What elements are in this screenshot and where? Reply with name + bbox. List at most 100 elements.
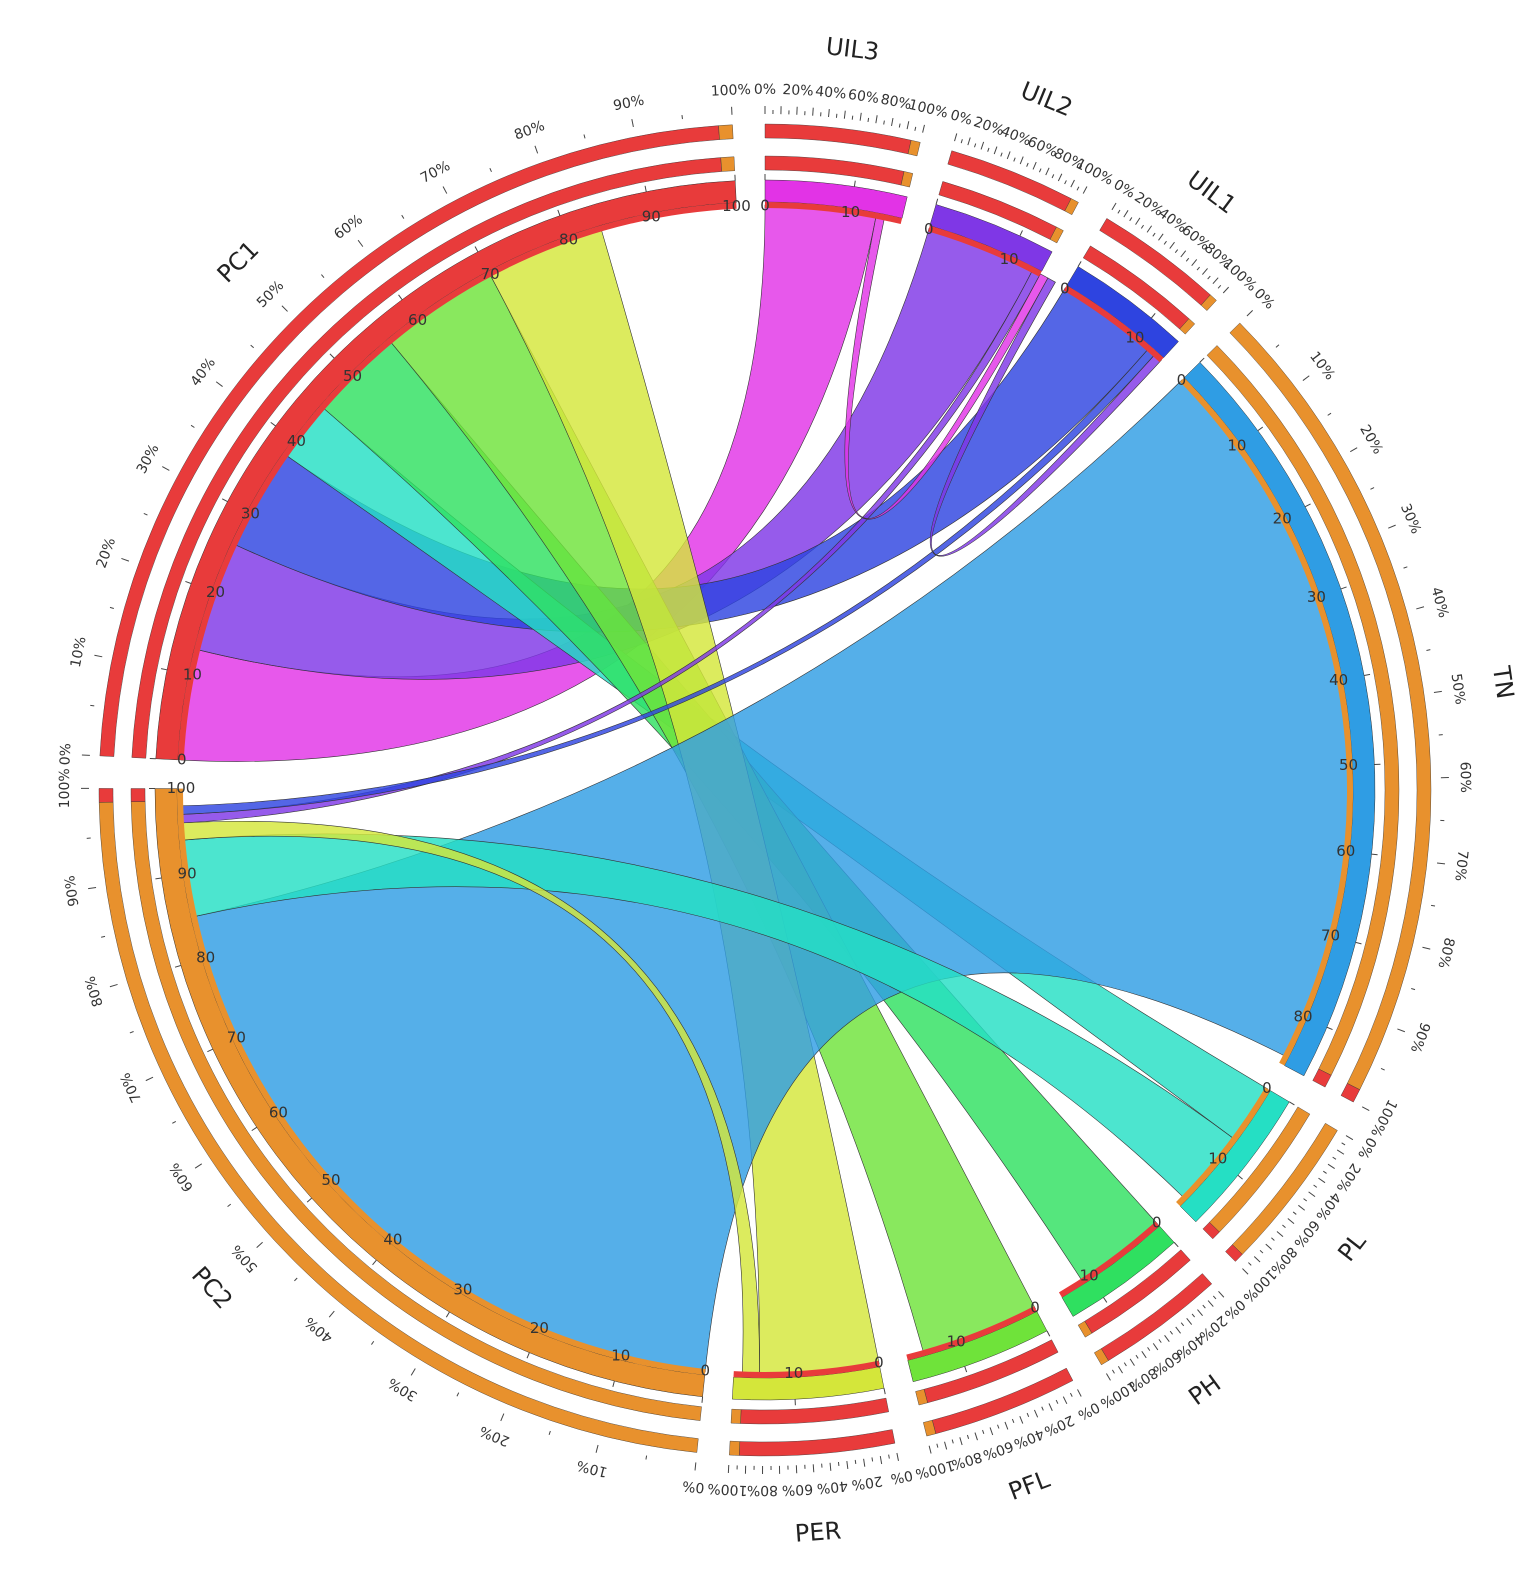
percent-tick-pc2-14 xyxy=(146,1077,153,1080)
percent-label-pc2-6: 60% xyxy=(166,1160,197,1195)
percent-tick-uil1-2 xyxy=(1124,210,1128,217)
percent-tick-tn-10 xyxy=(1434,691,1442,692)
percent-tick-pfl-1 xyxy=(1070,1393,1072,1397)
percent-tick-pc2-9 xyxy=(294,1278,297,1281)
percent-tick-uil2-0 xyxy=(955,133,957,141)
value-label-pfl-10: 10 xyxy=(947,1332,966,1350)
percent-tick-pc1-10 xyxy=(282,306,288,312)
percent-tick-pl-1 xyxy=(1342,1143,1345,1145)
percent-tick-uil1-13 xyxy=(1186,258,1188,261)
percent-tick-pc2-1 xyxy=(646,1456,647,1460)
percent-tick-pc1-12 xyxy=(358,240,363,246)
value-label-pc1-60: 60 xyxy=(408,311,427,329)
sector-label-uil1: UIL1 xyxy=(1182,165,1241,219)
percent-tick-uil2-2 xyxy=(968,138,970,146)
percent-label-pfl-0: 0% xyxy=(1075,1398,1102,1422)
value-label-pc2-20: 20 xyxy=(530,1319,549,1337)
percent-label-pc2-4: 40% xyxy=(302,1313,336,1345)
value-tick-uil1-10 xyxy=(1151,313,1155,318)
percent-label-tn-8: 80% xyxy=(1434,936,1457,970)
value-label-pc1-100: 100 xyxy=(722,197,751,215)
percent-label-pc1-4: 40% xyxy=(188,355,219,390)
value-tick-pc1-60 xyxy=(399,295,403,300)
percent-tick-tn-5 xyxy=(1370,488,1374,490)
percent-tick-pl-18 xyxy=(1254,1256,1260,1262)
percent-tick-tn-15 xyxy=(1431,905,1435,906)
percent-tick-uil1-9 xyxy=(1164,241,1166,244)
percent-tick-uil2-20 xyxy=(1083,187,1087,194)
percent-tick-uil1-15 xyxy=(1197,267,1200,270)
percent-tick-pc1-14 xyxy=(443,187,447,194)
percent-tick-pl-4 xyxy=(1328,1164,1335,1168)
percent-label-tn-5: 50% xyxy=(1448,673,1468,706)
percent-tick-per-5 xyxy=(855,1460,856,1464)
composition-track-minor-2-pc2 xyxy=(99,788,113,802)
percent-tick-uil1-6 xyxy=(1147,226,1152,233)
value-label-pc2-90: 90 xyxy=(178,865,197,883)
value-tick-tn-30 xyxy=(1341,587,1347,589)
percent-tick-pc2-10 xyxy=(257,1242,263,1247)
percent-label-ph-5: 100% xyxy=(1097,1377,1140,1411)
percent-tick-pfl-11 xyxy=(998,1425,999,1429)
percent-label-pc1-9: 90% xyxy=(612,93,646,115)
percent-label-tn-4: 40% xyxy=(1428,585,1452,619)
percent-tick-uil2-10 xyxy=(1020,157,1023,164)
value-tick-pc2-60 xyxy=(252,1127,257,1130)
percent-tick-uil2-13 xyxy=(1039,169,1041,173)
percent-label-pc2-10: 100% xyxy=(57,768,73,808)
percent-tick-per-10 xyxy=(813,1464,814,1472)
percent-tick-pl-10 xyxy=(1298,1205,1304,1210)
composition-track-2-per xyxy=(739,1429,895,1456)
value-label-uil1-10: 10 xyxy=(1125,329,1144,347)
percent-label-tn-10: 100% xyxy=(1367,1097,1400,1140)
percent-label-tn-7: 70% xyxy=(1451,849,1470,882)
percent-tick-pc1-18 xyxy=(632,119,634,127)
percent-tick-uil1-17 xyxy=(1208,276,1211,279)
percent-tick-ph-10 xyxy=(1165,1335,1170,1341)
percent-label-pfl-5: 100% xyxy=(914,1456,957,1481)
composition-track-minor-2-pc1 xyxy=(719,125,734,140)
percent-tick-tn-2 xyxy=(1303,376,1309,381)
percent-tick-uil1-12 xyxy=(1181,251,1186,257)
percent-tick-ph-16 xyxy=(1130,1359,1134,1366)
value-tick-pc1-30 xyxy=(222,499,227,502)
value-label-tn-70: 70 xyxy=(1321,926,1340,944)
sector-label-per: PER xyxy=(794,1516,842,1547)
value-tick-uil3-10 xyxy=(854,181,855,187)
percent-tick-uil2-7 xyxy=(1001,153,1002,157)
composition-track-minor-1-pc1 xyxy=(721,157,735,172)
percent-tick-pc2-13 xyxy=(172,1121,175,1123)
percent-tick-pfl-6 xyxy=(1034,1410,1037,1417)
value-label-uil2-0: 0 xyxy=(924,220,934,238)
percent-label-pl-3: 60% xyxy=(1290,1217,1322,1251)
percent-tick-pl-9 xyxy=(1304,1199,1307,1201)
percent-tick-uil1-10 xyxy=(1170,242,1175,248)
percent-tick-pc2-3 xyxy=(549,1431,550,1435)
percent-tick-pc2-4 xyxy=(501,1414,504,1421)
percent-tick-uil3-10 xyxy=(844,111,845,119)
percent-label-pfl-3: 60% xyxy=(981,1437,1016,1462)
percent-tick-pfl-4 xyxy=(1049,1403,1052,1410)
percent-tick-pfl-19 xyxy=(937,1444,938,1448)
value-tick-pc1-20 xyxy=(185,581,191,583)
value-tick-pc2-70 xyxy=(207,1049,212,1052)
value-label-tn-30: 30 xyxy=(1307,588,1326,606)
value-label-pc2-0: 0 xyxy=(700,1361,710,1379)
percent-tick-ph-20 xyxy=(1106,1373,1110,1380)
value-label-pc1-70: 70 xyxy=(481,265,500,283)
percent-tick-pc2-6 xyxy=(411,1369,415,1376)
value-label-tn-20: 20 xyxy=(1273,509,1292,527)
percent-tick-pfl-13 xyxy=(983,1430,984,1434)
value-tick-tn-20 xyxy=(1305,504,1310,507)
percent-tick-per-6 xyxy=(847,1461,848,1469)
percent-tick-uil1-7 xyxy=(1153,233,1155,236)
value-tick-per-0 xyxy=(884,1388,885,1394)
percent-tick-uil3-13 xyxy=(868,118,869,122)
percent-tick-pc1-8 xyxy=(216,382,222,387)
percent-tick-uil1-1 xyxy=(1118,210,1120,213)
percent-label-per-2: 40% xyxy=(816,1477,849,1496)
percent-label-uil3-3: 60% xyxy=(847,87,880,107)
percent-tick-ph-4 xyxy=(1197,1310,1202,1316)
percent-label-per-3: 60% xyxy=(782,1481,814,1498)
